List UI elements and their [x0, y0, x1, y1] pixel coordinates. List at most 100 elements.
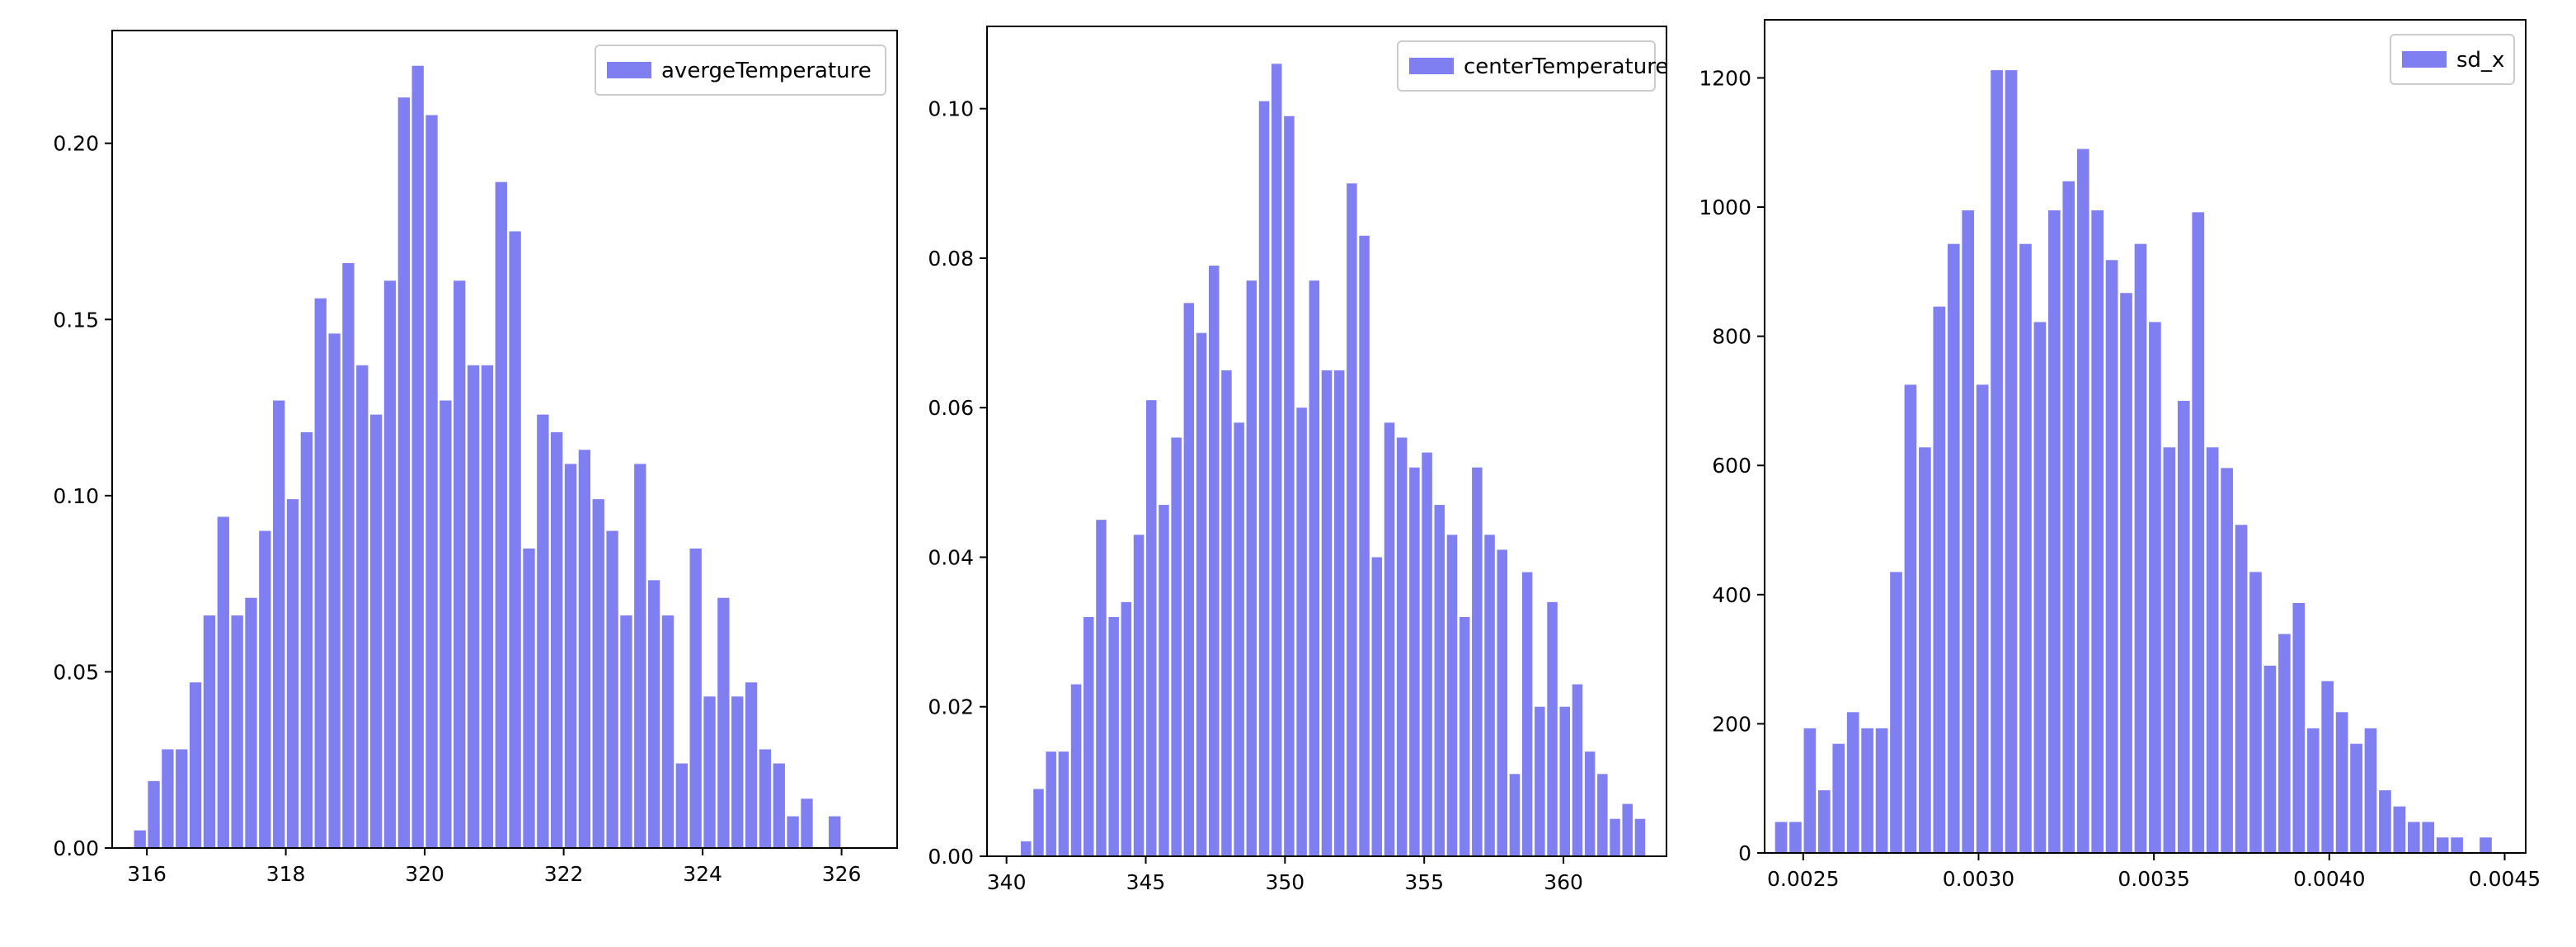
bar: [1497, 549, 1508, 856]
bar: [286, 499, 299, 848]
bar: [578, 450, 591, 848]
x-axis: 0.0025 0.0030 0.0035 0.0040 0.0045: [1767, 853, 2541, 891]
legend-label: sd_x: [2456, 48, 2504, 73]
x-tick-label: 0.0030: [1943, 867, 2014, 891]
bar: [759, 749, 772, 848]
bar: [2364, 728, 2377, 853]
y-axis: 0.00 0.02 0.04 0.06 0.08 0.10: [928, 97, 987, 869]
x-tick-label: 0.0045: [2469, 867, 2541, 891]
bar: [2120, 293, 2132, 853]
bar: [1384, 422, 1395, 856]
y-tick-label: 0.02: [928, 695, 974, 719]
bar: [564, 464, 577, 848]
bar: [1610, 818, 1620, 856]
bar: [2033, 322, 2047, 853]
bar: [2278, 634, 2291, 853]
x-tick-label: 324: [683, 862, 722, 886]
bar: [481, 365, 494, 848]
bar: [2451, 837, 2463, 853]
x-tick-label: 350: [1265, 870, 1304, 894]
y-tick-label: 0.00: [53, 836, 99, 860]
bar: [440, 400, 452, 848]
bar: [745, 682, 758, 848]
bar: [1832, 743, 1845, 853]
bar: [1108, 616, 1119, 856]
bar: [1033, 789, 1044, 856]
bar: [1597, 774, 1608, 856]
bar: [1547, 601, 1558, 856]
y-tick-label: 0.20: [53, 132, 99, 156]
bar: [2221, 468, 2233, 853]
bar: [356, 365, 369, 848]
histogram-bars: [1021, 64, 1646, 857]
chart-panel-2: 340 345 350 355 360 0.00 0.02 0.04 0.06 0.08 0.10 c…: [928, 26, 1668, 894]
bar: [2076, 148, 2089, 854]
y-tick-label: 0.15: [53, 308, 99, 332]
bar: [2206, 447, 2219, 853]
bar: [1947, 243, 1960, 853]
bar: [731, 696, 744, 848]
bar: [773, 763, 785, 848]
bar: [2149, 322, 2161, 853]
bar: [1359, 235, 1370, 856]
x-tick-label: 0.0040: [2293, 867, 2365, 891]
bar: [1846, 712, 1859, 853]
bar: [1422, 452, 1432, 856]
bar: [689, 548, 702, 848]
bar: [703, 696, 716, 848]
bar: [1584, 751, 1596, 856]
bar: [1622, 803, 1633, 856]
bar: [1347, 183, 1357, 856]
bar: [2321, 681, 2334, 853]
histogram-bars: [1775, 70, 2492, 854]
bar: [717, 597, 730, 848]
bar: [342, 262, 355, 848]
bar: [1208, 266, 1220, 856]
bar: [2393, 806, 2406, 853]
bar: [189, 682, 202, 848]
bar: [1472, 467, 1483, 856]
bar: [1271, 64, 1282, 856]
bar: [1284, 115, 1295, 856]
bar: [2163, 447, 2176, 853]
bar: [1861, 728, 1873, 853]
y-tick-label: 1000: [1699, 196, 1751, 219]
bar: [2105, 260, 2118, 853]
bar: [2350, 743, 2362, 853]
bar: [2379, 790, 2391, 853]
bar: [2062, 181, 2075, 854]
bar: [176, 749, 188, 848]
bar: [1509, 774, 1521, 856]
bar: [259, 530, 271, 848]
axes-frame: [1764, 19, 2527, 854]
y-tick-label: 0.05: [53, 660, 99, 684]
x-axis: 340 345 350 355 360: [987, 856, 1583, 894]
x-tick-label: 345: [1126, 870, 1166, 894]
bar: [1976, 384, 1989, 853]
bar: [2192, 212, 2205, 853]
y-tick-label: 0.10: [928, 97, 974, 121]
y-tick-label: 0.04: [928, 545, 974, 569]
bar: [1246, 280, 1257, 856]
bar: [1021, 841, 1032, 856]
bar: [1258, 101, 1270, 856]
bar: [454, 280, 466, 848]
bar: [606, 530, 618, 848]
histogram-bars: [134, 65, 841, 849]
bar: [537, 414, 549, 849]
x-tick-label: 322: [544, 862, 584, 886]
bar: [647, 580, 660, 848]
bar: [1171, 437, 1182, 856]
bar: [2306, 728, 2320, 853]
legend-label: centerTemperature: [1464, 54, 1668, 79]
bar: [2048, 210, 2061, 854]
y-tick-label: 0: [1738, 841, 1751, 865]
bar: [2436, 837, 2449, 853]
bar: [1133, 535, 1145, 856]
bar: [1159, 505, 1169, 856]
y-tick-label: 800: [1712, 325, 1751, 349]
bar: [1121, 601, 1132, 856]
bar: [328, 333, 341, 849]
bar: [1396, 437, 1408, 856]
bar: [369, 414, 383, 849]
